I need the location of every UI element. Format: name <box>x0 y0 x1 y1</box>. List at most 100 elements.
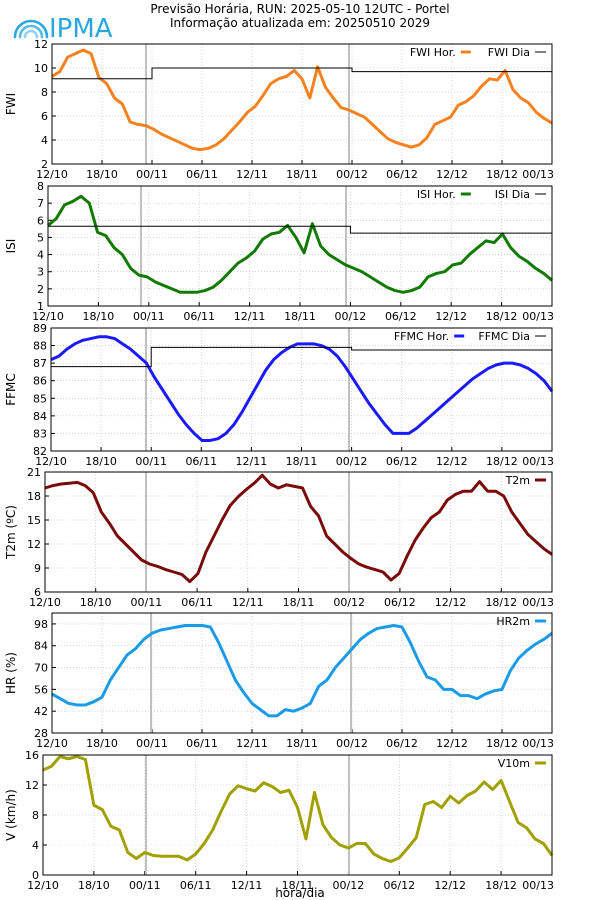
plot-frame <box>51 612 553 734</box>
y-axis-title: FFMC <box>4 373 18 406</box>
x-tick-label: 12/11 <box>234 310 266 323</box>
chart-header-title: Previsão Horária, RUN: 2025-05-10 12UTC … <box>150 2 450 16</box>
y-tick-label: 5 <box>37 231 44 244</box>
plot-frame <box>42 754 553 876</box>
y-tick-label: 16 <box>25 749 39 762</box>
x-tick-label: 12/10 <box>36 737 68 750</box>
y-tick-label: 1 <box>37 300 44 313</box>
x-axis-label: hora/dia <box>275 886 325 900</box>
chart-panel-t2m: 6 9 12 15 18 21 12/10 18/10 00/11 06/11 12/11 18/11… <box>4 466 554 609</box>
y-tick-label: 70 <box>34 662 48 675</box>
chart-panel-ffmc: 82 83 84 85 86 87 88 89 12/10 18/10 00/11 06/11 12/1… <box>4 322 554 468</box>
y-tick-label: 98 <box>34 618 48 631</box>
x-tick-label: 06/11 <box>185 455 217 468</box>
chart-panel-fwi: 2 4 6 8 10 12 12/10 18/10 00/11 06/11 12/11 18/11 00… <box>4 38 554 181</box>
x-tick-label: 12/11 <box>236 455 268 468</box>
chart-header-subtitle: Informação atualizada em: 20250510 2029 <box>169 16 431 30</box>
legend-label: ISI Hor. <box>417 188 456 201</box>
x-tick-label: 18/12 <box>485 879 517 892</box>
x-tick-label: 12/12 <box>434 879 466 892</box>
x-tick-label: 06/12 <box>385 310 417 323</box>
y-tick-label: 21 <box>27 466 41 479</box>
x-tick-label: 00/11 <box>136 737 168 750</box>
x-tick-label: 00/13 <box>522 596 554 609</box>
y-axis-title: V (km/h) <box>4 789 18 841</box>
x-tick-label: 12/10 <box>29 596 61 609</box>
y-tick-label: 86 <box>33 375 47 388</box>
y-tick-label: 0 <box>32 869 39 882</box>
y-tick-label: 12 <box>27 538 41 551</box>
x-tick-label: 12/10 <box>32 310 64 323</box>
y-tick-label: 8 <box>37 180 44 193</box>
x-tick-label: 00/11 <box>131 596 163 609</box>
y-tick-label: 84 <box>33 410 47 423</box>
legend-label: FWI Dia <box>488 46 530 59</box>
x-tick-label: 18/11 <box>286 737 318 750</box>
x-tick-label: 06/12 <box>386 737 418 750</box>
x-tick-label: 00/13 <box>522 737 554 750</box>
legend-label: HR2m <box>496 615 530 628</box>
series-line-hourly <box>42 755 554 863</box>
x-tick-label: 06/12 <box>386 455 418 468</box>
series-line-daily <box>51 346 552 368</box>
y-axis-title: FWI <box>4 93 18 115</box>
y-tick-label: 9 <box>34 562 41 575</box>
plot-frame <box>47 185 553 307</box>
x-tick-label: 18/11 <box>282 879 314 892</box>
x-tick-label: 00/12 <box>335 310 367 323</box>
x-tick-label: 06/11 <box>186 168 218 181</box>
chart-panel-hr: 28 42 56 70 84 98 12/10 18/10 00/11 06/11 12/11 18/… <box>4 612 554 750</box>
y-tick-label: 6 <box>37 214 44 227</box>
x-tick-label: 18/10 <box>80 596 112 609</box>
x-tick-label: 12/11 <box>236 168 268 181</box>
x-tick-label: 06/11 <box>181 596 213 609</box>
y-tick-label: 2 <box>41 158 48 171</box>
y-tick-label: 10 <box>34 62 48 75</box>
y-axis-title: HR (%) <box>4 652 18 694</box>
y-tick-label: 4 <box>41 134 48 147</box>
x-tick-label: 00/11 <box>133 310 165 323</box>
x-tick-label: 06/11 <box>183 310 215 323</box>
legend-label: FWI Hor. <box>410 46 456 59</box>
ipma-logo: IPMA <box>13 14 113 42</box>
series-line-hourly <box>51 623 553 718</box>
y-tick-label: 15 <box>27 514 41 527</box>
x-tick-label: 18/10 <box>78 879 110 892</box>
logo-text: IPMA <box>49 14 113 42</box>
x-tick-label: 00/13 <box>522 168 554 181</box>
legend-label: FFMC Hor. <box>394 330 449 343</box>
series-line-hourly <box>44 473 553 584</box>
y-tick-label: 82 <box>33 445 47 458</box>
x-tick-label: 18/12 <box>485 596 517 609</box>
x-tick-label: 12/12 <box>435 596 467 609</box>
y-tick-label: 83 <box>33 427 47 440</box>
y-tick-label: 12 <box>25 779 39 792</box>
y-tick-label: 3 <box>37 266 44 279</box>
x-tick-label: 18/12 <box>486 737 518 750</box>
x-tick-label: 00/11 <box>136 168 168 181</box>
x-tick-label: 18/10 <box>83 310 115 323</box>
series-line-hourly <box>50 335 554 442</box>
y-tick-label: 2 <box>37 283 44 296</box>
x-tick-label: 00/12 <box>336 737 368 750</box>
plot-frame <box>50 327 553 452</box>
y-tick-label: 28 <box>34 727 48 740</box>
x-tick-label: 00/13 <box>522 879 554 892</box>
x-tick-label: 18/11 <box>283 596 315 609</box>
legend-label: FFMC Dia <box>478 330 530 343</box>
x-tick-label: 12/10 <box>35 455 67 468</box>
x-tick-label: 18/10 <box>86 737 118 750</box>
x-tick-label: 18/12 <box>486 168 518 181</box>
x-tick-label: 06/12 <box>386 168 418 181</box>
y-tick-label: 85 <box>33 392 47 405</box>
chart-panel-isi: 1 2 3 4 5 6 7 8 12/10 18/10 00/11 06/11 12/11 18/11 00… <box>4 180 554 323</box>
x-tick-label: 00/12 <box>333 596 365 609</box>
x-tick-label: 00/13 <box>522 455 554 468</box>
y-tick-label: 8 <box>41 86 48 99</box>
x-tick-label: 12/11 <box>231 879 263 892</box>
y-tick-label: 6 <box>34 586 41 599</box>
x-tick-label: 12/12 <box>436 737 468 750</box>
series-line-daily <box>52 67 552 80</box>
series-line-hourly <box>47 194 553 294</box>
